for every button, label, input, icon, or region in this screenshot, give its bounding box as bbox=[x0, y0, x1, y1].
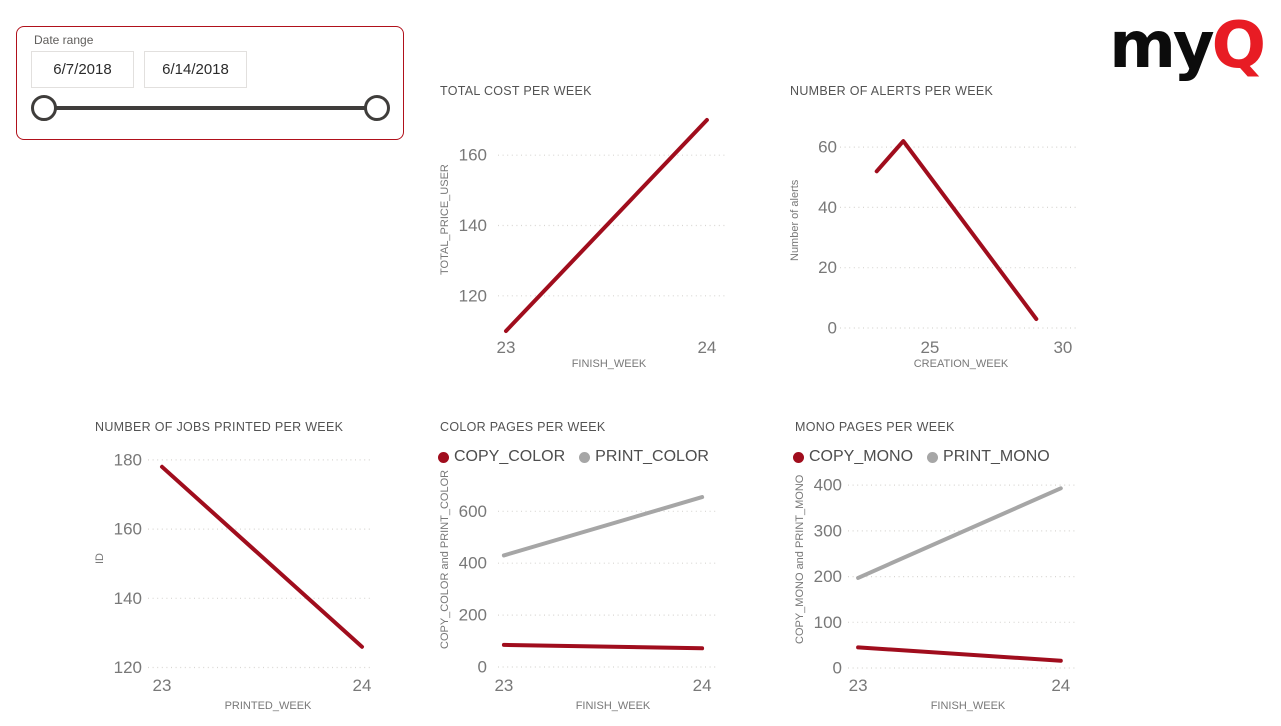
svg-text:23: 23 bbox=[153, 676, 172, 695]
svg-text:24: 24 bbox=[697, 338, 716, 357]
slider-handle-end[interactable] bbox=[364, 95, 390, 121]
chart-title: NUMBER OF JOBS PRINTED PER WEEK bbox=[95, 420, 344, 434]
svg-text:100: 100 bbox=[814, 613, 842, 632]
logo-text-black: my bbox=[1109, 9, 1214, 83]
logo-text-red: Q bbox=[1211, 9, 1266, 83]
svg-text:400: 400 bbox=[459, 554, 487, 573]
svg-text:160: 160 bbox=[459, 146, 487, 165]
legend-item-copy-mono[interactable]: COPY_MONO bbox=[793, 448, 913, 466]
svg-text:23: 23 bbox=[494, 676, 513, 695]
line-plot[interactable]: 0 20 40 60 25 30 bbox=[780, 82, 1096, 378]
svg-text:23: 23 bbox=[849, 676, 868, 695]
svg-text:30: 30 bbox=[1053, 338, 1072, 357]
date-range-slider-track[interactable] bbox=[44, 106, 377, 110]
chart-mono-pages-per-week: MONO PAGES PER WEEK COPY_MONO PRINT_MONO… bbox=[785, 418, 1105, 720]
x-axis-label: FINISH_WEEK bbox=[575, 700, 651, 712]
svg-text:24: 24 bbox=[693, 676, 712, 695]
svg-text:140: 140 bbox=[459, 216, 487, 235]
x-axis-label: FINISH_WEEK bbox=[930, 700, 1006, 712]
line-plot[interactable]: 120 140 160 23 24 bbox=[430, 82, 742, 378]
chart-color-pages-per-week: COLOR PAGES PER WEEK COPY_COLOR PRINT_CO… bbox=[430, 418, 750, 720]
legend-label: PRINT_MONO bbox=[943, 448, 1050, 465]
chart-title: NUMBER OF ALERTS PER WEEK bbox=[790, 84, 994, 98]
svg-text:40: 40 bbox=[818, 198, 837, 217]
legend-label: PRINT_COLOR bbox=[595, 448, 709, 465]
chart-jobs-printed-per-week: NUMBER OF JOBS PRINTED PER WEEK ID 120 14… bbox=[85, 418, 405, 720]
svg-text:23: 23 bbox=[497, 338, 516, 357]
chart-title: MONO PAGES PER WEEK bbox=[795, 420, 955, 434]
svg-text:120: 120 bbox=[459, 286, 487, 305]
svg-text:24: 24 bbox=[353, 676, 372, 695]
svg-text:0: 0 bbox=[828, 319, 837, 338]
svg-text:140: 140 bbox=[114, 589, 142, 608]
svg-text:200: 200 bbox=[459, 606, 487, 625]
x-axis-label: PRINTED_WEEK bbox=[224, 700, 312, 712]
legend-dot-icon bbox=[927, 451, 939, 463]
chart-legend: COPY_COLOR PRINT_COLOR bbox=[438, 448, 709, 466]
svg-text:120: 120 bbox=[114, 658, 142, 677]
end-date-input[interactable] bbox=[144, 51, 247, 88]
svg-text:160: 160 bbox=[114, 520, 142, 539]
legend-label: COPY_MONO bbox=[809, 448, 914, 465]
legend-dot-icon bbox=[793, 451, 804, 463]
legend-label: COPY_COLOR bbox=[454, 448, 566, 465]
legend-item-copy-color[interactable]: COPY_COLOR bbox=[438, 448, 565, 466]
svg-text:200: 200 bbox=[814, 567, 842, 586]
svg-text:20: 20 bbox=[818, 258, 837, 277]
svg-text:24: 24 bbox=[1051, 676, 1070, 695]
line-plot[interactable]: 0 100 200 300 400 23 24 bbox=[785, 418, 1105, 720]
svg-text:60: 60 bbox=[818, 138, 837, 157]
start-date-input[interactable] bbox=[31, 51, 134, 88]
line-plot[interactable]: 0 200 400 600 23 24 bbox=[430, 418, 750, 720]
svg-text:600: 600 bbox=[459, 502, 487, 521]
svg-text:300: 300 bbox=[814, 521, 842, 540]
slider-handle-start[interactable] bbox=[31, 95, 57, 121]
date-range-label: Date range bbox=[34, 33, 94, 47]
legend-item-print-color[interactable]: PRINT_COLOR bbox=[579, 448, 709, 466]
chart-total-cost-per-week: TOTAL COST PER WEEK TOTAL_PRICE_USER 120… bbox=[430, 82, 742, 378]
legend-dot-icon bbox=[579, 451, 591, 463]
legend-dot-icon bbox=[438, 451, 449, 463]
legend-item-print-mono[interactable]: PRINT_MONO bbox=[927, 448, 1050, 466]
x-axis-label: CREATION_WEEK bbox=[913, 358, 1009, 370]
svg-text:0: 0 bbox=[833, 659, 842, 678]
svg-text:180: 180 bbox=[114, 450, 142, 469]
svg-text:0: 0 bbox=[478, 658, 487, 677]
x-axis-label: FINISH_WEEK bbox=[571, 358, 647, 370]
line-plot[interactable]: 120 140 160 180 23 24 bbox=[85, 418, 405, 720]
chart-number-of-alerts-per-week: NUMBER OF ALERTS PER WEEK Number of aler… bbox=[780, 82, 1096, 378]
svg-text:25: 25 bbox=[920, 338, 939, 357]
chart-title: TOTAL COST PER WEEK bbox=[440, 84, 592, 98]
date-range-slicer: Date range bbox=[16, 26, 404, 140]
chart-legend: COPY_MONO PRINT_MONO bbox=[793, 448, 1050, 466]
chart-title: COLOR PAGES PER WEEK bbox=[440, 420, 606, 434]
svg-text:400: 400 bbox=[814, 476, 842, 495]
myq-logo: myQ bbox=[1109, 14, 1266, 78]
